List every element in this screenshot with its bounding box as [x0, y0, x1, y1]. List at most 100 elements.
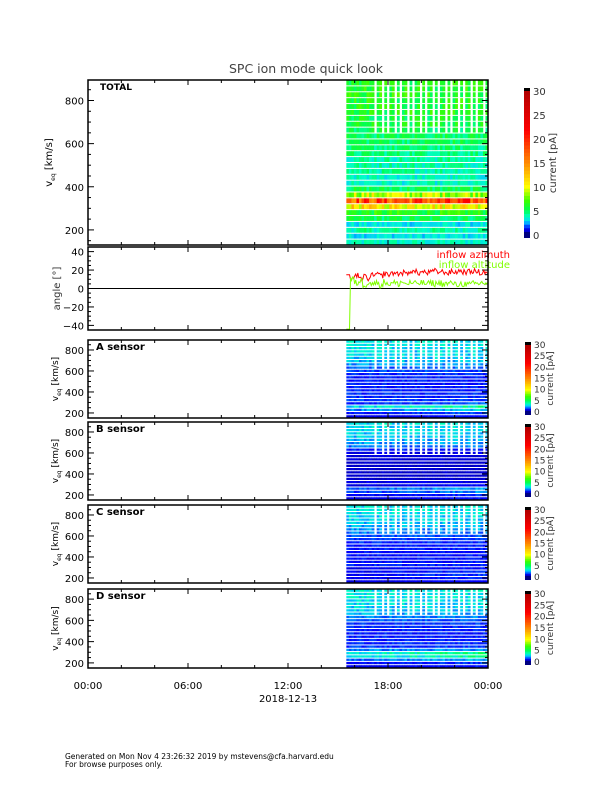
heatmap-cell — [432, 216, 435, 221]
heatmap-cell — [440, 81, 443, 86]
heatmap-cell — [480, 376, 483, 378]
heatmap-cell — [389, 396, 392, 398]
heatmap-cell — [480, 580, 483, 582]
heatmap-cell — [410, 471, 413, 473]
heatmap-cell — [364, 92, 367, 97]
heatmap-cell — [354, 383, 357, 385]
heatmap-cell — [362, 181, 365, 186]
heatmap-cell — [468, 574, 471, 576]
heatmap-cell — [349, 439, 352, 441]
heatmap-cell — [422, 548, 425, 550]
heatmap-cell — [465, 163, 468, 168]
colorbar-tick-label: 20 — [534, 363, 546, 373]
heatmap-cell — [369, 104, 372, 109]
heatmap-cell — [372, 580, 375, 582]
heatmap-cell — [425, 481, 428, 483]
heatmap-cell — [405, 181, 408, 186]
heatmap-cell — [389, 389, 392, 391]
heatmap-cell — [422, 488, 425, 490]
heatmap-cell — [382, 134, 385, 139]
heatmap-cell — [483, 491, 486, 493]
heatmap-cell — [437, 455, 440, 457]
heatmap-cell — [437, 187, 440, 192]
heatmap-cell — [405, 478, 408, 480]
heatmap-cell — [448, 541, 451, 543]
heatmap-cell — [412, 471, 415, 473]
heatmap-cell — [435, 399, 438, 401]
heatmap-cell — [432, 468, 435, 470]
colorbar-cap — [525, 424, 531, 427]
heatmap-cell — [384, 455, 387, 457]
heatmap-cell — [442, 344, 445, 346]
heatmap-cell — [417, 386, 420, 388]
heatmap-cell — [455, 157, 458, 162]
heatmap-cell — [478, 574, 481, 576]
heatmap-cell — [478, 163, 481, 168]
heatmap-cell — [364, 354, 367, 356]
heatmap-cell — [346, 110, 349, 115]
heatmap-cell — [374, 187, 377, 192]
heatmap-cell — [450, 240, 453, 245]
heatmap-cell — [356, 558, 359, 560]
heatmap-cell — [397, 406, 400, 408]
heatmap-cell — [387, 571, 390, 573]
heatmap-cell — [364, 494, 367, 496]
heatmap-cell — [377, 357, 380, 359]
heatmap-cell — [394, 389, 397, 391]
heatmap-cell — [356, 181, 359, 186]
heatmap-cell — [410, 122, 413, 127]
heatmap-cell — [420, 386, 423, 388]
heatmap-cell — [384, 402, 387, 404]
heatmap-cell — [405, 370, 408, 372]
heatmap-cell — [359, 175, 362, 180]
heatmap-cell — [453, 367, 456, 369]
heatmap-cell — [351, 367, 354, 369]
heatmap-cell — [448, 354, 451, 356]
heatmap-cell — [405, 373, 408, 375]
heatmap-cell — [402, 86, 405, 91]
heatmap-cell — [392, 92, 395, 97]
heatmap-cell — [442, 564, 445, 566]
heatmap-cell — [415, 468, 418, 470]
heatmap-cell — [473, 484, 476, 486]
heatmap-cell — [397, 110, 400, 115]
heatmap-cell — [397, 386, 400, 388]
heatmap-cell — [354, 429, 357, 431]
heatmap-cell — [427, 198, 430, 203]
heatmap-cell — [407, 465, 410, 467]
heatmap-cell — [460, 157, 463, 162]
heatmap-cell — [397, 491, 400, 493]
heatmap-cell — [463, 163, 466, 168]
heatmap-cell — [410, 357, 413, 359]
heatmap-cell — [405, 354, 408, 356]
heatmap-cell — [410, 240, 413, 245]
heatmap-cell — [483, 157, 486, 162]
heatmap-cell — [354, 471, 357, 473]
heatmap-cell — [445, 554, 448, 556]
heatmap-cell — [422, 445, 425, 447]
heatmap-cell — [382, 415, 385, 417]
heatmap-cell — [389, 452, 392, 454]
heatmap-cell — [412, 222, 415, 227]
heatmap-cell — [407, 376, 410, 378]
heatmap-cell — [377, 354, 380, 356]
heatmap-cell — [463, 567, 466, 569]
heatmap-cell — [399, 415, 402, 417]
heatmap-cell — [468, 204, 471, 209]
heatmap-cell — [364, 484, 367, 486]
heatmap-cell — [460, 436, 463, 438]
heatmap-cell — [417, 228, 420, 233]
heatmap-cell — [448, 484, 451, 486]
heatmap-cell — [480, 532, 483, 534]
heatmap-cell — [473, 564, 476, 566]
heatmap-cell — [384, 484, 387, 486]
heatmap-cell — [448, 116, 451, 121]
heatmap-cell — [379, 139, 382, 144]
heatmap-cell — [379, 484, 382, 486]
heatmap-cell — [473, 429, 476, 431]
heatmap-cell — [354, 389, 357, 391]
heatmap-cell — [475, 415, 478, 417]
heatmap-cell — [374, 399, 377, 401]
heatmap-cell — [354, 157, 357, 162]
heatmap-cell — [384, 442, 387, 444]
